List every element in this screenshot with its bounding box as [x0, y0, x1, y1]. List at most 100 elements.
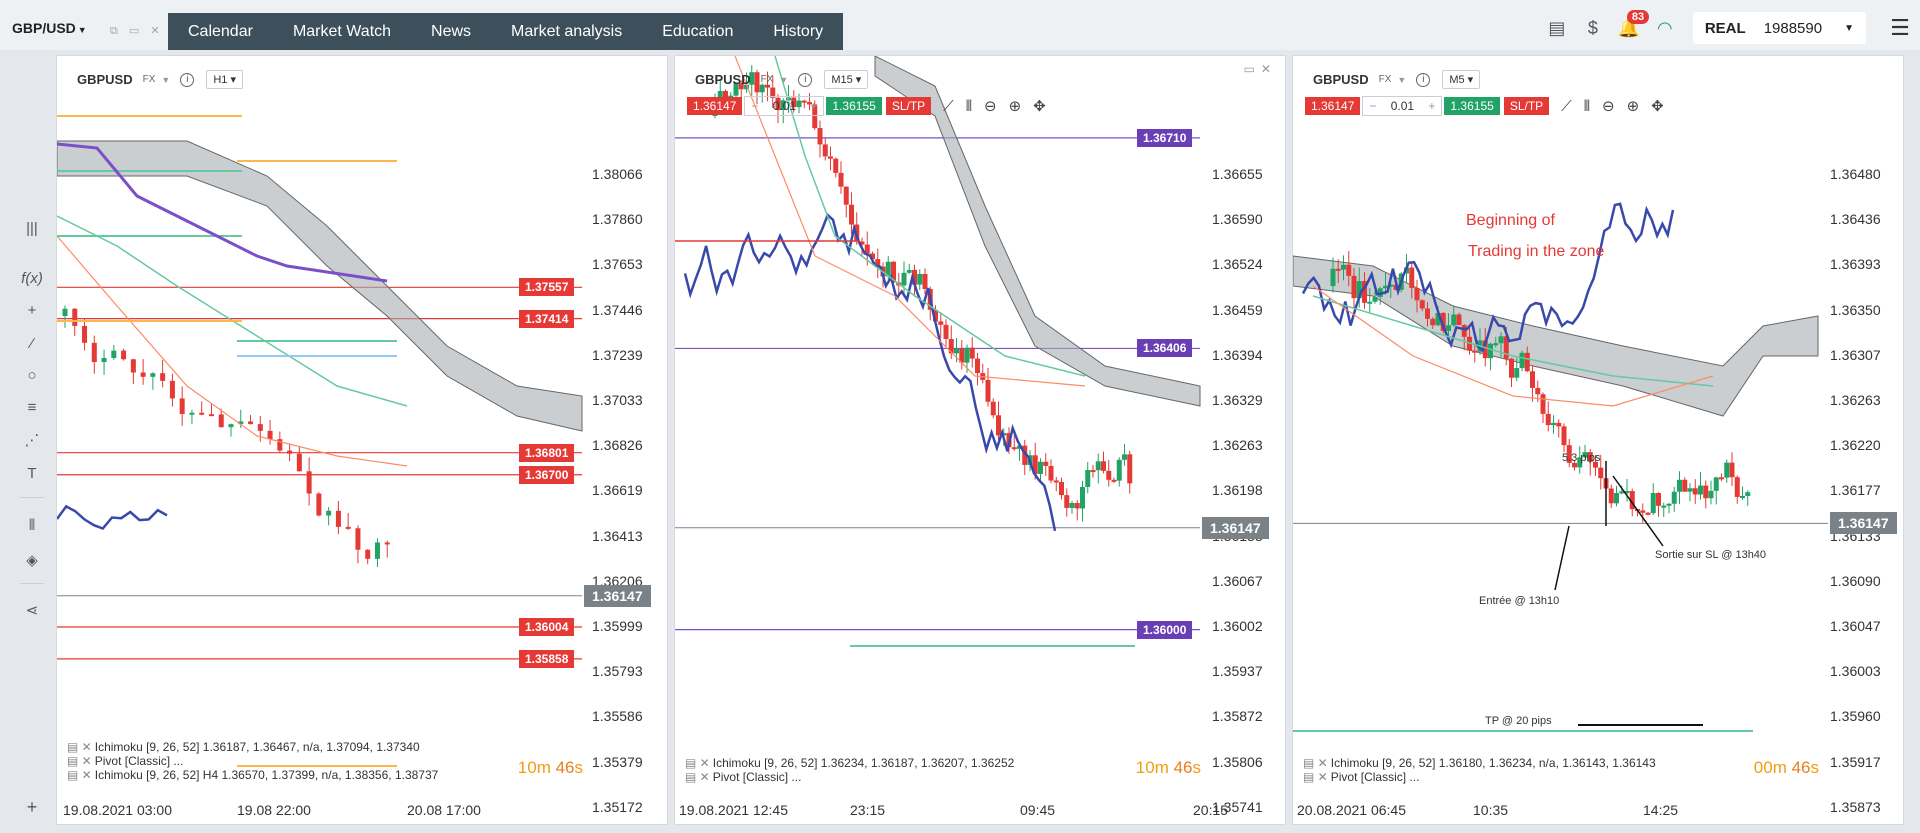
- line-chart-icon[interactable]: ⟋: [943, 97, 954, 115]
- candles-icon[interactable]: ⫴: [1583, 97, 1590, 115]
- chart-plot[interactable]: [57, 56, 668, 825]
- y-tick: 1.36393: [1830, 256, 1881, 273]
- bell-icon[interactable]: 🔔 83: [1611, 9, 1650, 39]
- zoom-out-icon[interactable]: ⊖: [1602, 98, 1615, 115]
- crosshair-icon[interactable]: +: [27, 302, 37, 319]
- candle-body: [948, 339, 954, 354]
- price-tag[interactable]: 1.36700: [519, 465, 575, 484]
- y-tick: 1.36198: [1212, 482, 1263, 499]
- candle-body: [749, 72, 755, 85]
- line-tool-icon[interactable]: ⁄: [30, 335, 34, 352]
- lagging-span-line: [683, 212, 1057, 532]
- candle-body: [1577, 457, 1583, 468]
- candle-body: [72, 308, 78, 326]
- nav-news[interactable]: News: [431, 23, 472, 40]
- legend-row[interactable]: ▤ ✕ Ichimoku [9, 26, 52] 1.36234, 1.36187…: [685, 756, 1015, 770]
- legend-row[interactable]: ▤ ✕ Ichimoku [9, 26, 52] 1.36187, 1.36467…: [67, 740, 420, 754]
- info-icon[interactable]: i: [180, 72, 195, 87]
- legend-row[interactable]: ▤ ✕ Pivot [Classic] ...: [67, 754, 184, 768]
- layers-icon[interactable]: ◈: [26, 552, 38, 569]
- move-icon[interactable]: ✥: [1033, 98, 1046, 115]
- dollar-exchange-icon[interactable]: $: [1587, 17, 1598, 38]
- y-tick: 1.36655: [1212, 166, 1263, 182]
- zoom-in-icon[interactable]: ⊕: [1008, 98, 1022, 115]
- candle-body: [822, 144, 828, 157]
- price-tag[interactable]: 1.37557: [519, 278, 575, 297]
- nav-calendar[interactable]: Calendar: [188, 23, 253, 40]
- window-controls[interactable]: ⧉ ▭ ✕: [110, 25, 164, 37]
- y-tick: 1.36413: [592, 527, 643, 544]
- zoom-out-icon[interactable]: ⊖: [984, 98, 997, 115]
- sell-button[interactable]: 1.36147: [1305, 97, 1361, 115]
- candle-body: [1692, 488, 1698, 495]
- chart-symbol[interactable]: GBPUSD: [695, 72, 751, 87]
- timeframe-select[interactable]: M5 ▾: [1442, 70, 1481, 89]
- nav-education[interactable]: Education: [662, 23, 734, 40]
- chart-panel-m15[interactable]: ▭✕ GBPUSD FX ▼ i M15 ▾ 1.36147 −0.01 + 1.…: [674, 55, 1286, 825]
- legend-row[interactable]: ▤ ✕ Ichimoku [9, 26, 52] H4 1.36570, 1.37…: [67, 768, 439, 782]
- candle-body: [1106, 470, 1112, 480]
- chart-panel-h1[interactable]: GBPUSD FX ▼ i H1 ▾ 1.38066 1.37860 1.37653…: [56, 55, 668, 825]
- legend-row[interactable]: ▤ ✕ Pivot [Classic] ...: [685, 770, 802, 784]
- chart-plot[interactable]: [675, 56, 1286, 825]
- candle-body: [130, 359, 136, 373]
- menu-icon[interactable]: ☰: [1890, 15, 1910, 40]
- quantity-stepper[interactable]: −0.01 +: [744, 96, 825, 116]
- chevron-down-icon[interactable]: ▼: [779, 74, 789, 85]
- chart-header: GBPUSD FX ▼ i H1 ▾: [77, 70, 243, 89]
- circle-tool-icon[interactable]: ○: [27, 367, 37, 384]
- legend-row[interactable]: ▤ ✕ Ichimoku [9, 26, 52] 1.36180, 1.36234…: [1303, 756, 1656, 770]
- price-tag[interactable]: 1.37414: [519, 309, 575, 328]
- move-icon[interactable]: ✥: [1651, 98, 1664, 115]
- layout-icon[interactable]: ▤: [1548, 17, 1566, 38]
- chart-panel-m5[interactable]: GBPUSD FX ▼ i M5 ▾ 1.36147 −0.01 + 1.3615…: [1292, 55, 1904, 825]
- share-icon[interactable]: ⋖: [25, 602, 39, 619]
- candles-icon[interactable]: ⫴: [965, 97, 972, 115]
- text-tool-icon[interactable]: T: [27, 465, 37, 482]
- legend-row[interactable]: ▤ ✕ Pivot [Classic] ...: [1303, 770, 1420, 784]
- function-icon[interactable]: f(x): [21, 270, 43, 287]
- add-icon[interactable]: +: [26, 797, 38, 817]
- chevron-down-icon[interactable]: ▼: [1397, 74, 1407, 85]
- price-tag[interactable]: 1.36710: [1137, 128, 1193, 147]
- chart-plot[interactable]: [1293, 56, 1904, 825]
- zoom-in-icon[interactable]: ⊕: [1626, 98, 1640, 115]
- price-tag[interactable]: 1.36004: [519, 617, 575, 636]
- price-tag[interactable]: 1.36801: [519, 443, 575, 462]
- candle-body: [954, 348, 959, 354]
- chart-symbol[interactable]: GBPUSD: [1313, 72, 1369, 87]
- candle-body: [1687, 488, 1693, 492]
- y-tick: 1.35172: [592, 798, 643, 815]
- y-tick: 1.36003: [1830, 663, 1881, 680]
- price-tag[interactable]: 1.36000: [1137, 620, 1193, 639]
- candles-icon[interactable]: ⫴: [28, 517, 36, 534]
- sltp-button[interactable]: SL/TP: [885, 97, 932, 115]
- fibonacci-icon[interactable]: ≡: [27, 399, 37, 416]
- quantity-stepper[interactable]: −0.01 +: [1362, 96, 1443, 116]
- sell-button[interactable]: 1.36147: [687, 97, 743, 115]
- nav-market-analysis[interactable]: Market analysis: [511, 23, 623, 40]
- nav-market-watch[interactable]: Market Watch: [292, 23, 392, 40]
- annotation-title: Beginning of: [1466, 212, 1555, 229]
- chevron-down-icon[interactable]: ▼: [161, 74, 171, 85]
- price-tag[interactable]: 1.35858: [519, 649, 575, 668]
- panel-controls[interactable]: ▭✕: [1243, 62, 1277, 76]
- nav-history[interactable]: History: [773, 23, 824, 40]
- account-selector[interactable]: REAL 1988590 ▼: [1692, 12, 1866, 44]
- buy-button[interactable]: 1.36155: [1444, 97, 1500, 115]
- bars-icon[interactable]: |||: [26, 220, 38, 237]
- price-tag[interactable]: 1.36406: [1137, 339, 1193, 358]
- info-icon[interactable]: i: [798, 72, 813, 87]
- buy-button[interactable]: 1.36155: [826, 97, 882, 115]
- sltp-button[interactable]: SL/TP: [1503, 97, 1550, 115]
- symbol-selector[interactable]: GBP/USD ▼: [12, 20, 87, 36]
- timeframe-select[interactable]: M15 ▾: [824, 70, 869, 89]
- candle-body: [901, 272, 907, 286]
- info-icon[interactable]: i: [1416, 72, 1431, 87]
- candle-body: [1017, 445, 1022, 449]
- y-tick: 1.36350: [1830, 301, 1881, 318]
- line-chart-icon[interactable]: ⟋: [1561, 97, 1572, 115]
- chart-symbol[interactable]: GBPUSD: [77, 72, 133, 87]
- timeframe-select[interactable]: H1 ▾: [206, 70, 243, 89]
- pitchfork-icon[interactable]: ⋰: [24, 432, 40, 449]
